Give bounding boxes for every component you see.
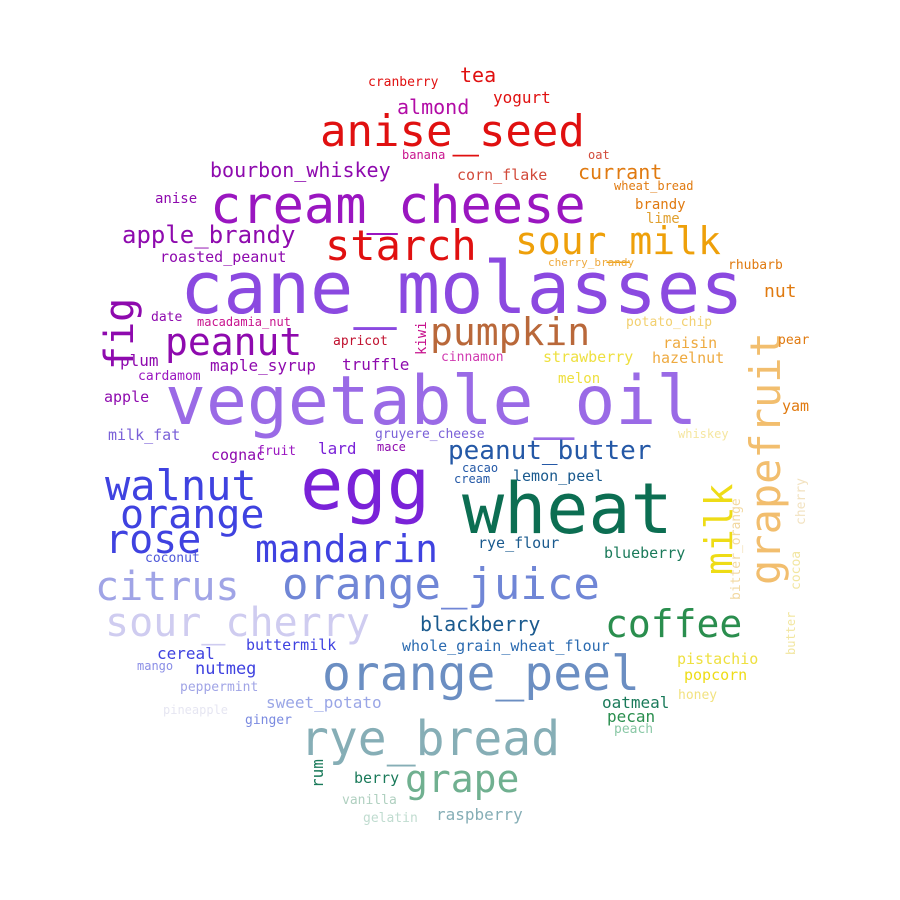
word-anise-seed: anise_seed: [320, 106, 585, 157]
word-cream-cheese: cream_cheese: [210, 176, 586, 236]
word-wheat-bread: wheat_bread: [614, 179, 694, 193]
word-rye-bread: rye_bread: [300, 711, 561, 767]
word-cereal: cereal: [157, 644, 215, 663]
word-anise: anise: [155, 191, 198, 207]
word-roasted-peanut: roasted_peanut: [160, 248, 287, 266]
word-berry: berry: [354, 769, 400, 787]
word-hazelnut: hazelnut: [652, 349, 725, 367]
word-peanut: peanut: [165, 320, 303, 364]
word-mace: mace: [377, 440, 406, 454]
word-brandy: brandy: [635, 197, 686, 213]
word-pecan: pecan: [607, 707, 656, 726]
word-apricot: apricot: [333, 334, 388, 349]
word-orange: orange: [120, 492, 265, 538]
word-vegetable-oil: vegetable_oil: [165, 362, 698, 441]
word-apple: apple: [104, 388, 150, 406]
word-rhubarb: rhubarb: [728, 258, 783, 273]
word-peanut-butter: peanut_butter: [448, 436, 652, 466]
word-oat: oat: [588, 148, 610, 162]
word-date: date: [151, 310, 183, 325]
word-coconut: coconut: [145, 551, 200, 566]
word-vanilla: vanilla: [342, 793, 397, 808]
word-apple-brandy: apple_brandy: [122, 221, 296, 249]
word-cinnamon: cinnamon: [441, 350, 504, 365]
word-rum: rum: [308, 759, 327, 788]
word-ginger: ginger: [245, 713, 292, 728]
word-peach: peach: [614, 722, 654, 737]
word-bourbon-whiskey: bourbon_whiskey: [210, 158, 391, 182]
word-yam: yam: [782, 397, 810, 415]
word-blueberry: blueberry: [604, 544, 686, 562]
word-potato-chip: potato_chip: [626, 315, 713, 330]
word-pear: pear: [778, 333, 810, 348]
word-almond: almond: [397, 95, 470, 119]
word-lard: lard: [318, 439, 357, 458]
word-cane-molasses: cane_molasses: [180, 246, 744, 330]
word-melon: melon: [558, 371, 601, 387]
word-peppermint: peppermint: [180, 680, 259, 695]
word-maple-syrup: maple_syrup: [210, 356, 316, 375]
word-gruyere-cheese: gruyere_cheese: [375, 427, 485, 442]
word-lime: lime: [646, 211, 680, 227]
word-cranberry: cranberry: [368, 75, 439, 90]
word-cream: cream: [454, 472, 491, 486]
word-milk-fat: milk_fat: [108, 426, 181, 444]
word-cocoa: cocoa: [789, 550, 804, 590]
word-butter: butter: [784, 611, 798, 655]
word-raisin: raisin: [663, 334, 718, 352]
word-orange-juice: orange_juice: [282, 559, 600, 610]
word-grapefruit: grapefruit: [741, 332, 790, 585]
word-mango: mango: [137, 659, 174, 673]
word-corn-flake: corn_flake: [457, 166, 548, 184]
word-lemon-peel: lemon_peel: [513, 467, 604, 485]
word-macadamia-nut: macadamia_nut: [197, 315, 291, 329]
word-grape: grape: [405, 757, 520, 801]
word-walnut: walnut: [105, 461, 257, 510]
word-raspberry: raspberry: [436, 805, 523, 824]
word-yogurt: yogurt: [493, 88, 551, 107]
word-strawberry: strawberry: [543, 348, 634, 366]
word-mandarin: mandarin: [255, 527, 439, 571]
word-fruit: fruit: [257, 444, 297, 459]
word-currant: currant: [578, 160, 663, 184]
word-bitter-orange: bitter_orange: [729, 498, 744, 600]
word-wheat: wheat: [462, 468, 673, 550]
word-tea: tea: [460, 63, 497, 87]
word-cherry: cherry: [794, 478, 809, 525]
word-sour-cherry: sour_cherry: [105, 600, 370, 646]
word-pumpkin: pumpkin: [430, 310, 591, 354]
word-buttermilk: buttermilk: [246, 636, 337, 654]
word-sweet-potato: sweet_potato: [266, 693, 382, 712]
word-rye-flour: rye_flour: [478, 534, 560, 552]
word-kiwi: kiwi: [414, 321, 430, 355]
word-starch: starch: [325, 221, 477, 270]
word-whole-grain-wheat-flour: whole_grain_wheat_flour: [402, 637, 610, 655]
word-banana: banana: [402, 148, 446, 162]
word-blackberry: blackberry: [420, 612, 541, 636]
word-egg: egg: [300, 442, 431, 526]
word-nutmeg: nutmeg: [195, 659, 257, 679]
word-honey: honey: [678, 688, 718, 703]
word-coffee: coffee: [605, 602, 743, 646]
word-cardamom: cardamom: [138, 369, 201, 384]
word-plum: plum: [120, 351, 159, 370]
word-truffle: truffle: [342, 355, 410, 374]
word-cognac: cognac: [211, 446, 266, 464]
word-pistachio: pistachio: [677, 650, 759, 668]
word-citrus: citrus: [95, 564, 240, 610]
word-whiskey: whiskey: [678, 427, 729, 441]
word-cherry-brandy: cherry_brandy: [548, 256, 635, 269]
word-pineapple: pineapple: [163, 703, 229, 717]
word-sour-milk: sour_milk: [515, 219, 721, 263]
word-orange-peel: orange_peel: [322, 646, 640, 702]
word-cacao: cacao: [462, 461, 499, 475]
word-popcorn: popcorn: [684, 666, 748, 684]
word-nut: nut: [764, 281, 797, 302]
word-oatmeal: oatmeal: [602, 693, 670, 712]
word-rose: rose: [105, 517, 202, 563]
word-gelatin: gelatin: [363, 811, 418, 826]
